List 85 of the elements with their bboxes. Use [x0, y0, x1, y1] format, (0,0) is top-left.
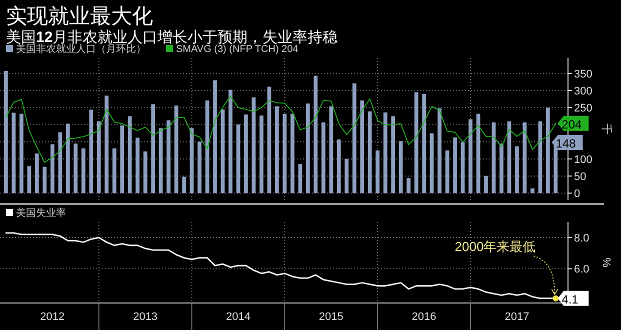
x-tick-label: 2014 — [226, 311, 250, 323]
bar — [314, 76, 318, 194]
legend-label: 美国非农就业人口（月环比） — [16, 43, 146, 55]
bar — [81, 148, 86, 194]
bar — [391, 116, 396, 194]
bar — [12, 112, 16, 194]
line-series — [6, 96, 556, 163]
bar — [74, 144, 78, 194]
data-label: 204 — [562, 117, 582, 132]
y-tick-label: 300 — [574, 86, 592, 98]
bar — [398, 141, 403, 194]
y-tick-label: 50 — [574, 171, 586, 184]
bar — [282, 114, 287, 194]
bar — [96, 121, 101, 194]
bar — [430, 133, 434, 194]
bar — [166, 120, 170, 194]
y-axis-title: % — [600, 258, 612, 268]
bar — [290, 114, 294, 194]
bar — [50, 144, 54, 194]
y-tick-label: 250 — [574, 102, 592, 115]
bar — [66, 124, 70, 194]
bar — [244, 114, 248, 194]
legend-label: SMAVG (3) (NFP TCH) 204 — [176, 44, 299, 55]
bar — [360, 100, 364, 194]
x-tick-label: 2013 — [133, 311, 158, 323]
bar — [4, 71, 8, 194]
bar — [422, 94, 426, 194]
y-tick-label: 0 — [574, 188, 580, 200]
bar — [352, 83, 356, 194]
y-axis-title: 千 — [600, 124, 614, 134]
bar — [344, 158, 349, 194]
bar — [260, 115, 264, 194]
bar — [220, 109, 225, 194]
bar — [236, 124, 240, 194]
bar — [89, 110, 94, 194]
bar — [368, 111, 372, 194]
bar — [42, 166, 47, 194]
bar — [143, 151, 148, 194]
bar — [376, 150, 380, 194]
y-tick-label: 6.0 — [574, 264, 590, 276]
bar — [321, 122, 326, 194]
data-label: 148 — [556, 136, 576, 151]
bar — [298, 164, 302, 194]
bar — [500, 144, 504, 194]
bar — [336, 139, 341, 194]
bar — [267, 86, 272, 194]
bar — [136, 138, 140, 194]
annotation: 2000年来最低 — [454, 239, 536, 254]
y-tick-label: 350 — [574, 68, 592, 80]
bar — [112, 148, 116, 194]
bar — [198, 141, 202, 194]
bar — [20, 114, 24, 194]
bar — [406, 178, 411, 194]
bar — [275, 106, 279, 194]
bar — [228, 90, 232, 194]
bar — [438, 108, 442, 194]
bar — [34, 153, 39, 194]
bar — [515, 146, 519, 194]
bar — [182, 176, 186, 194]
y-tick-label: 100 — [574, 154, 592, 166]
bar — [383, 112, 388, 194]
x-tick-label: 2012 — [40, 311, 65, 323]
bar — [484, 176, 488, 194]
bar — [58, 132, 62, 194]
bar — [460, 142, 465, 194]
bar — [306, 104, 310, 194]
bar — [530, 188, 534, 194]
y-tick-label: 8.0 — [574, 232, 590, 245]
bar — [329, 106, 334, 194]
bar — [445, 150, 450, 194]
chart-title: 实现就业最大化 — [6, 5, 153, 28]
bar — [151, 104, 156, 194]
bar — [104, 96, 109, 194]
bar — [27, 166, 32, 194]
bar — [128, 116, 132, 194]
bar — [120, 125, 124, 194]
x-tick-label: 2016 — [412, 311, 436, 323]
x-tick-label: 2015 — [318, 311, 344, 323]
legend-label: 美国失业率 — [16, 207, 66, 219]
data-label: 4.1 — [562, 292, 579, 306]
bar — [468, 119, 472, 194]
bar — [453, 137, 457, 194]
bar — [213, 80, 217, 194]
bar — [546, 108, 550, 194]
x-tick-label: 2017 — [504, 311, 530, 323]
